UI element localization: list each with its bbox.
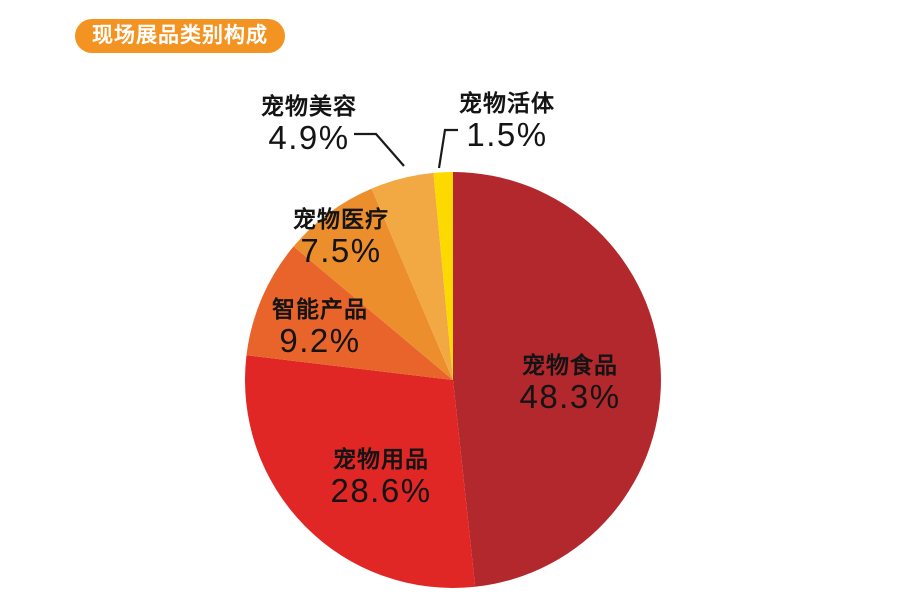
label-pet-supplies: 宠物用品 28.6%	[330, 446, 431, 509]
slice-percentage: 1.5%	[466, 116, 548, 153]
slice-name: 宠物医疗	[293, 206, 389, 232]
label-pet-food: 宠物食品 48.3%	[519, 352, 620, 415]
pie-slice-pet-supplies	[245, 355, 476, 588]
slice-percentage: 28.6%	[330, 472, 432, 509]
slice-name: 宠物食品	[521, 352, 618, 378]
slice-percentage: 48.3%	[519, 378, 621, 415]
pie-slice-smart-products	[246, 246, 453, 380]
slice-name: 智能产品	[272, 296, 368, 322]
slice-percentage: 4.9%	[268, 119, 350, 156]
label-pet-grooming: 宠物美容 4.9%	[261, 93, 357, 156]
slice-name: 宠物美容	[261, 93, 357, 119]
leader-line-pet-grooming	[354, 132, 405, 167]
label-smart-products: 智能产品 9.2%	[272, 296, 368, 359]
slice-name: 宠物活体	[459, 90, 555, 116]
leader-line-live-pets	[437, 128, 458, 169]
pie-slice-pet-grooming	[371, 172, 453, 380]
slice-percentage: 9.2%	[279, 322, 361, 359]
pie-slices	[245, 172, 661, 588]
label-pet-medical: 宠物医疗 7.5%	[293, 206, 389, 269]
pie-slice-pet-medical	[293, 188, 453, 380]
pie-slice-live-pets	[433, 172, 453, 380]
slice-name: 宠物用品	[332, 446, 429, 472]
label-live-pets: 宠物活体 1.5%	[459, 90, 555, 153]
slice-percentage: 7.5%	[300, 232, 382, 269]
chart-title-badge: 现场展品类别构成	[75, 19, 285, 53]
pie-slice-pet-food	[453, 172, 661, 587]
